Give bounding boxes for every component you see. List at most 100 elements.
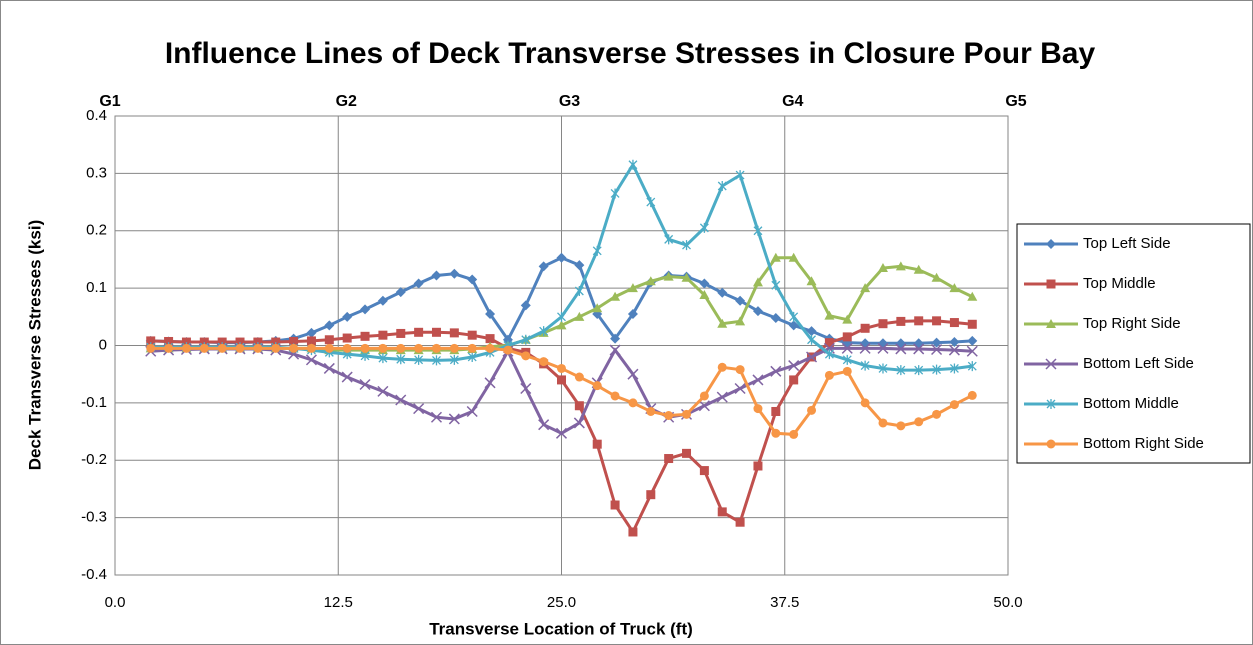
- marker: [306, 327, 317, 338]
- marker: [199, 343, 209, 353]
- marker: [377, 295, 388, 306]
- marker: [342, 311, 353, 322]
- marker: [449, 343, 459, 353]
- marker: [627, 308, 638, 319]
- marker: [717, 287, 728, 298]
- marker: [896, 365, 906, 376]
- marker: [467, 343, 477, 353]
- marker: [430, 411, 443, 423]
- marker: [342, 343, 352, 353]
- marker: [734, 383, 746, 395]
- marker: [807, 334, 816, 345]
- marker: [682, 448, 692, 458]
- marker: [414, 354, 424, 365]
- marker: [520, 383, 532, 395]
- marker: [253, 337, 263, 347]
- marker: [932, 409, 942, 419]
- marker: [164, 343, 174, 353]
- marker: [878, 418, 888, 428]
- marker: [735, 295, 746, 306]
- annotation: G5: [1005, 93, 1026, 110]
- marker: [146, 343, 156, 353]
- marker: [699, 290, 710, 300]
- marker: [485, 308, 496, 319]
- marker: [914, 365, 924, 376]
- marker: [466, 405, 478, 418]
- legend-box: [1016, 223, 1251, 464]
- marker: [949, 337, 960, 348]
- marker: [807, 405, 817, 415]
- marker: [253, 343, 263, 353]
- marker: [770, 312, 781, 323]
- marker: [556, 252, 567, 263]
- marker: [627, 283, 638, 293]
- marker: [931, 343, 943, 356]
- legend-label: Bottom Left Side: [1083, 355, 1194, 372]
- marker: [913, 343, 925, 355]
- marker: [627, 368, 639, 380]
- marker: [967, 291, 978, 301]
- marker: [555, 427, 568, 439]
- marker: [735, 365, 745, 375]
- marker: [1046, 439, 1056, 449]
- marker: [646, 406, 656, 416]
- marker: [789, 311, 799, 322]
- marker: [771, 406, 781, 416]
- marker: [932, 316, 942, 326]
- marker: [1046, 319, 1056, 328]
- marker: [413, 278, 424, 289]
- marker: [842, 354, 852, 365]
- marker: [967, 361, 977, 372]
- marker: [931, 337, 942, 348]
- annotation: G3: [559, 93, 580, 110]
- marker: [449, 268, 460, 279]
- marker: [771, 280, 781, 291]
- legend-label: Bottom Right Side: [1083, 435, 1204, 452]
- marker: [360, 331, 370, 341]
- marker: [752, 306, 763, 317]
- marker: [1046, 239, 1056, 249]
- marker: [449, 328, 459, 338]
- marker: [735, 316, 746, 326]
- marker: [467, 274, 478, 285]
- marker: [752, 374, 764, 386]
- marker: [860, 360, 870, 371]
- marker: [628, 159, 638, 170]
- marker: [610, 188, 620, 199]
- marker: [431, 343, 441, 353]
- marker: [557, 311, 566, 322]
- chart-title: Influence Lines of Deck Transverse Stres…: [165, 37, 1096, 70]
- marker: [289, 336, 299, 346]
- marker: [842, 366, 852, 376]
- marker: [896, 421, 906, 431]
- marker: [663, 271, 674, 281]
- marker: [323, 362, 335, 374]
- marker: [770, 365, 782, 377]
- marker: [396, 328, 406, 338]
- marker: [914, 417, 924, 427]
- y-tick-label: -0.4: [81, 566, 107, 583]
- marker: [431, 270, 442, 281]
- marker: [664, 234, 674, 245]
- marker: [841, 342, 853, 354]
- marker: [949, 283, 960, 293]
- marker: [770, 252, 781, 262]
- marker: [949, 363, 959, 374]
- marker: [377, 385, 389, 397]
- marker: [574, 372, 584, 382]
- marker: [914, 316, 924, 326]
- x-tick-label: 37.5: [770, 594, 799, 611]
- marker: [521, 351, 531, 361]
- marker: [271, 343, 281, 353]
- marker: [324, 320, 335, 331]
- marker: [806, 276, 817, 286]
- marker: [306, 343, 316, 353]
- marker: [806, 326, 817, 337]
- marker: [895, 261, 906, 271]
- marker: [628, 398, 638, 408]
- marker: [324, 343, 334, 353]
- marker: [699, 278, 710, 289]
- marker: [948, 344, 960, 356]
- y-tick-label: -0.1: [81, 394, 107, 411]
- marker: [485, 334, 495, 344]
